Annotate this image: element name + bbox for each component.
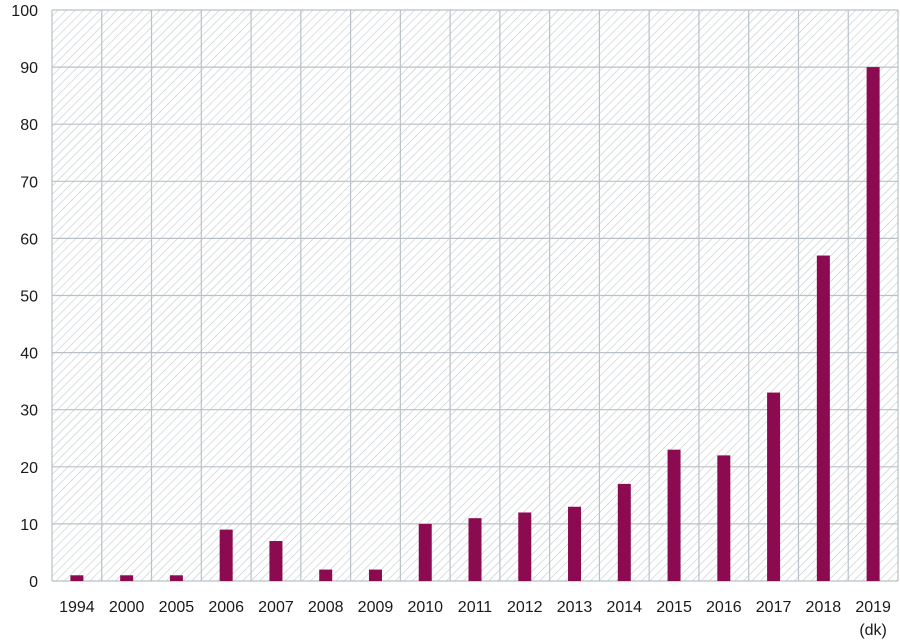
x-tick-label: 2000 xyxy=(109,599,145,616)
y-tick-label: 80 xyxy=(20,117,38,134)
x-tick-label: 2005 xyxy=(159,599,195,616)
y-axis-tick-labels: 0 10 20 30 40 50 60 70 80 90 100 xyxy=(11,3,38,591)
bar-2019 xyxy=(866,67,880,582)
y-tick-label: 50 xyxy=(20,289,38,306)
bar-2008 xyxy=(319,569,333,581)
bar-2006 xyxy=(219,529,233,581)
y-tick-label: 0 xyxy=(29,574,38,591)
y-tick-label: 100 xyxy=(11,3,38,20)
y-tick-label: 40 xyxy=(20,346,38,363)
bar-2007 xyxy=(269,541,283,581)
y-tick-label: 90 xyxy=(20,60,38,77)
bar-2016 xyxy=(717,455,731,581)
x-tick-label: 2015 xyxy=(656,599,692,616)
x-tick-label: 2019 xyxy=(855,599,891,616)
bar-2013 xyxy=(568,506,582,581)
x-tick-label: 2016 xyxy=(706,599,742,616)
bar-2005 xyxy=(169,575,183,581)
bar-2010 xyxy=(418,523,432,581)
x-tick-label: 2017 xyxy=(756,599,792,616)
x-tick-label: 2012 xyxy=(507,599,543,616)
x-tick-label: 2011 xyxy=(458,599,493,616)
y-tick-label: 20 xyxy=(20,460,38,477)
bar-2009 xyxy=(368,569,382,581)
x-tick-label: 2008 xyxy=(308,599,344,616)
bars xyxy=(70,67,880,582)
bar-1994 xyxy=(70,575,84,581)
y-tick-label: 10 xyxy=(20,517,38,534)
x-tick-label: 2010 xyxy=(407,599,443,616)
x-tick-note: (dk) xyxy=(859,622,887,639)
x-tick-label: 2006 xyxy=(208,599,244,616)
y-tick-label: 70 xyxy=(20,174,38,191)
x-tick-label: 2007 xyxy=(258,599,294,616)
bar-2017 xyxy=(767,392,781,581)
y-tick-label: 60 xyxy=(20,231,38,248)
y-tick-label: 30 xyxy=(20,403,38,420)
bar-2011 xyxy=(468,518,482,581)
x-tick-label: 2013 xyxy=(557,599,593,616)
x-tick-label: 2009 xyxy=(358,599,394,616)
x-tick-label: 2018 xyxy=(806,599,842,616)
x-tick-label: 2014 xyxy=(606,599,642,616)
bar-2014 xyxy=(617,483,631,581)
bar-2000 xyxy=(120,575,134,581)
x-tick-label: 1994 xyxy=(59,599,95,616)
bar-2015 xyxy=(667,449,681,581)
bar-2012 xyxy=(518,512,532,581)
x-axis-tick-labels: 1994 2000 2005 2006 2007 2008 2009 2010 2011 2012… xyxy=(59,599,891,639)
bar-2018 xyxy=(816,255,830,581)
gridlines xyxy=(51,9,899,582)
